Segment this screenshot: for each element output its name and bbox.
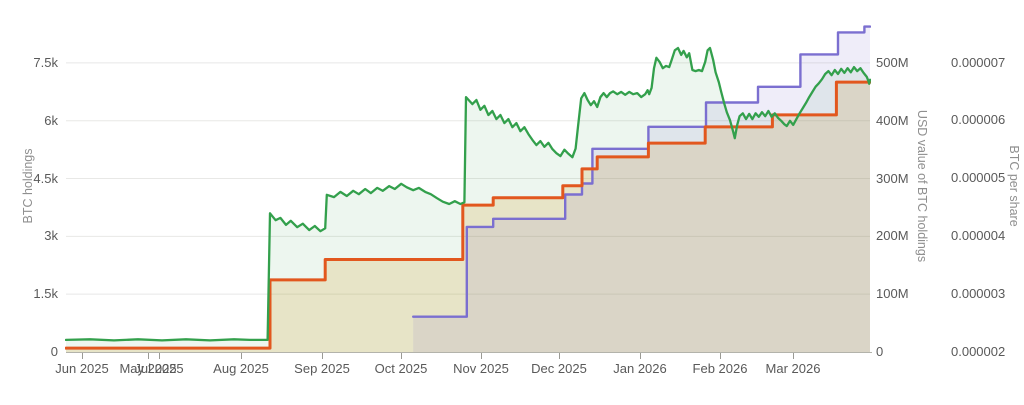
x-tick-label: Feb 2026	[692, 361, 748, 376]
series-line-share	[412, 25, 871, 318]
share-axis-tick-label: 0.000006	[951, 112, 1006, 127]
series-area-usd	[66, 48, 870, 352]
share-axis-tick-label: 0.000007	[951, 55, 1006, 70]
share-axis-tick-label: 0.000004	[951, 228, 1006, 243]
left-axis-tick-label: 0	[50, 344, 58, 359]
left-axis-tick-label: 3k	[44, 228, 58, 243]
usd-axis-tick-label: 300M	[876, 171, 909, 186]
usd-axis-title: USD value of BTC holdings	[915, 109, 929, 263]
x-tick-label: Jan 2026	[613, 361, 667, 376]
usd-axis-tick-label: 500M	[876, 55, 909, 70]
share-axis-tick-label: 0.000003	[951, 286, 1006, 301]
left-axis-tick-label: 6k	[44, 113, 58, 128]
usd-axis-tick-label: 100M	[876, 286, 909, 301]
usd-axis-tick-label: 200M	[876, 228, 909, 243]
x-tick-label: Jul 2025	[134, 361, 184, 376]
series-area-share	[413, 26, 870, 352]
series-line-usd	[65, 46, 871, 342]
x-tick-label: Mar 2026	[765, 361, 821, 376]
x-tick-label: Nov 2025	[453, 361, 509, 376]
share-axis-tick-label: 0.000005	[951, 170, 1006, 185]
left-axis-tick-label: 1.5k	[33, 286, 58, 301]
share-axis-title: BTC per share	[1007, 145, 1021, 227]
x-tick-label: Dec 2025	[531, 361, 587, 376]
x-tick-label: Jun 2025	[55, 361, 109, 376]
x-tick-label: Sep 2025	[294, 361, 350, 376]
left-axis-tick-label: 4.5k	[33, 171, 58, 186]
usd-axis-tick-label: 400M	[876, 113, 909, 128]
share-axis-tick-label: 0.000002	[951, 344, 1006, 359]
left-axis-tick-label: 7.5k	[33, 55, 58, 70]
usd-axis-tick-label: 0	[876, 344, 884, 359]
series-line-left	[65, 80, 871, 350]
x-tick-label: Aug 2025	[213, 361, 269, 376]
x-tick-label: Oct 2025	[374, 361, 428, 376]
x-tick-label: May 2025	[119, 361, 177, 376]
series-area-left	[66, 82, 870, 352]
